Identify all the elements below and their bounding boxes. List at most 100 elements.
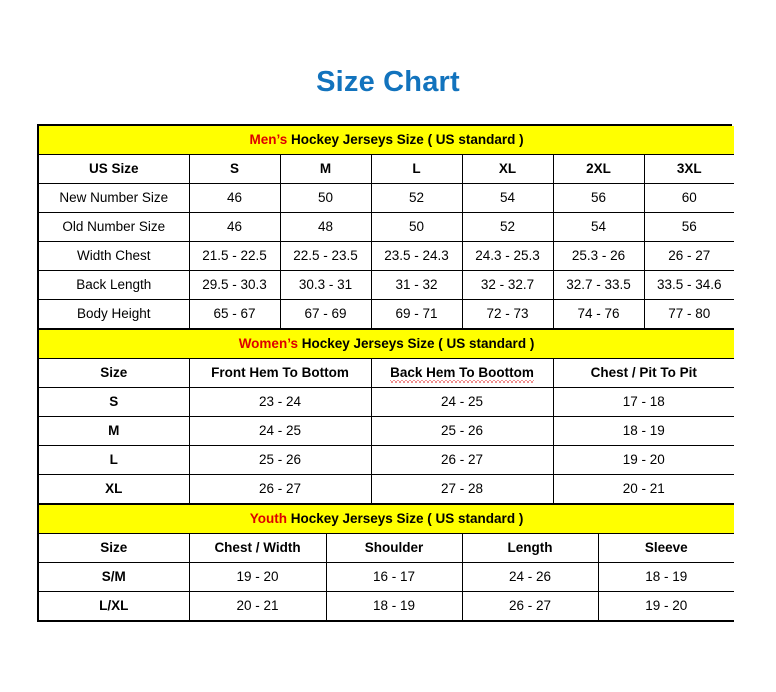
youth-col-header-size: Size bbox=[39, 533, 190, 563]
youth-size-code-sm: S/M bbox=[39, 562, 190, 592]
youth-cell-lxl-sleeve: 19 - 20 bbox=[597, 591, 735, 622]
womens-col-header-back-hem-to-boottom: Back Hem To Boottom bbox=[370, 358, 554, 388]
table-row: New Number Size 46 50 52 54 56 60 bbox=[39, 183, 735, 213]
mens-banner-accent: Men’s bbox=[249, 131, 288, 147]
womens-cell-xl-chest: 20 - 21 bbox=[552, 474, 734, 504]
youth-banner-rest: Hockey Jerseys Size ( US standard ) bbox=[286, 510, 524, 526]
mens-cell-old-number-size-l: 50 bbox=[370, 212, 463, 242]
youth-cell-sm-shoulder: 16 - 17 bbox=[325, 562, 463, 592]
youth-cell-lxl-chest-width: 20 - 21 bbox=[188, 591, 327, 622]
womens-col-header-size: Size bbox=[39, 358, 190, 388]
youth-size-table: Youth Hockey Jerseys Size ( US standard … bbox=[39, 504, 735, 622]
womens-cell-s-chest: 17 - 18 bbox=[552, 387, 734, 417]
youth-column-header-row: Size Chest / Width Shoulder Length Sleev… bbox=[39, 533, 735, 563]
mens-column-header-row: US Size S M L XL 2XL 3XL bbox=[39, 154, 735, 184]
mens-cell-width-chest-l: 23.5 - 24.3 bbox=[370, 241, 463, 271]
mens-row-label-width-chest: Width Chest bbox=[39, 241, 190, 271]
mens-col-header-s: S bbox=[188, 154, 281, 184]
womens-banner-rest: Hockey Jerseys Size ( US standard ) bbox=[297, 335, 535, 351]
mens-cell-width-chest-2xl: 25.3 - 26 bbox=[552, 241, 645, 271]
mens-col-header-m: M bbox=[279, 154, 372, 184]
youth-cell-sm-chest-width: 19 - 20 bbox=[188, 562, 327, 592]
mens-col-header-l: L bbox=[370, 154, 463, 184]
womens-size-table: Women’s Hockey Jerseys Size ( US standar… bbox=[39, 329, 734, 504]
mens-cell-old-number-size-xl: 52 bbox=[461, 212, 554, 242]
table-row: L/XL 20 - 21 18 - 19 26 - 27 19 - 20 bbox=[39, 591, 735, 622]
table-row: Width Chest 21.5 - 22.5 22.5 - 23.5 23.5… bbox=[39, 241, 735, 271]
mens-cell-back-length-2xl: 32.7 - 33.5 bbox=[552, 270, 645, 300]
mens-section-banner-row: Men’s Hockey Jerseys Size ( US standard … bbox=[39, 126, 735, 155]
mens-cell-old-number-size-s: 46 bbox=[188, 212, 281, 242]
womens-size-code-l: L bbox=[39, 445, 190, 475]
mens-col-header-xl: XL bbox=[461, 154, 554, 184]
womens-cell-xl-back-hem: 27 - 28 bbox=[370, 474, 554, 504]
table-row: XL 26 - 27 27 - 28 20 - 21 bbox=[39, 474, 734, 504]
womens-size-code-s: S bbox=[39, 387, 190, 417]
mens-row-label-old-number-size: Old Number Size bbox=[39, 212, 190, 242]
mens-size-table: Men’s Hockey Jerseys Size ( US standard … bbox=[39, 126, 735, 329]
mens-cell-body-height-l: 69 - 71 bbox=[370, 299, 463, 329]
mens-cell-new-number-size-2xl: 56 bbox=[552, 183, 645, 213]
youth-cell-lxl-length: 26 - 27 bbox=[461, 591, 599, 622]
table-row: M 24 - 25 25 - 26 18 - 19 bbox=[39, 416, 734, 446]
womens-cell-s-back-hem: 24 - 25 bbox=[370, 387, 554, 417]
mens-cell-new-number-size-m: 50 bbox=[279, 183, 372, 213]
mens-cell-body-height-m: 67 - 69 bbox=[279, 299, 372, 329]
womens-banner-accent: Women’s bbox=[238, 335, 298, 351]
table-row: L 25 - 26 26 - 27 19 - 20 bbox=[39, 445, 734, 475]
mens-cell-back-length-s: 29.5 - 30.3 bbox=[188, 270, 281, 300]
mens-cell-new-number-size-3xl: 60 bbox=[643, 183, 735, 213]
youth-cell-lxl-shoulder: 18 - 19 bbox=[325, 591, 463, 622]
table-row: Back Length 29.5 - 30.3 30.3 - 31 31 - 3… bbox=[39, 270, 735, 300]
womens-section-banner-row: Women’s Hockey Jerseys Size ( US standar… bbox=[39, 329, 734, 359]
youth-col-header-length: Length bbox=[461, 533, 599, 563]
mens-cell-old-number-size-m: 48 bbox=[279, 212, 372, 242]
size-chart-tables: Men’s Hockey Jerseys Size ( US standard … bbox=[37, 124, 735, 622]
table-row: Old Number Size 46 48 50 52 54 56 bbox=[39, 212, 735, 242]
table-row: S 23 - 24 24 - 25 17 - 18 bbox=[39, 387, 734, 417]
womens-size-code-m: M bbox=[39, 416, 190, 446]
womens-cell-s-front-hem: 23 - 24 bbox=[188, 387, 372, 417]
mens-section-banner: Men’s Hockey Jerseys Size ( US standard … bbox=[39, 126, 735, 155]
womens-cell-m-front-hem: 24 - 25 bbox=[188, 416, 372, 446]
mens-cell-width-chest-m: 22.5 - 23.5 bbox=[279, 241, 372, 271]
youth-col-header-shoulder: Shoulder bbox=[325, 533, 463, 563]
womens-size-code-xl: XL bbox=[39, 474, 190, 504]
mens-cell-body-height-2xl: 74 - 76 bbox=[552, 299, 645, 329]
mens-row-label-new-number-size: New Number Size bbox=[39, 183, 190, 213]
mens-row-label-back-length: Back Length bbox=[39, 270, 190, 300]
womens-cell-l-front-hem: 25 - 26 bbox=[188, 445, 372, 475]
mens-cell-back-length-xl: 32 - 32.7 bbox=[461, 270, 554, 300]
youth-section-banner-row: Youth Hockey Jerseys Size ( US standard … bbox=[39, 504, 735, 534]
mens-cell-back-length-m: 30.3 - 31 bbox=[279, 270, 372, 300]
mens-col-header-us-size: US Size bbox=[39, 154, 190, 184]
youth-banner-accent: Youth bbox=[249, 510, 287, 526]
youth-cell-sm-sleeve: 18 - 19 bbox=[597, 562, 735, 592]
youth-col-header-chest-width: Chest / Width bbox=[188, 533, 327, 563]
womens-cell-l-chest: 19 - 20 bbox=[552, 445, 734, 475]
table-row: Body Height 65 - 67 67 - 69 69 - 71 72 -… bbox=[39, 299, 735, 329]
mens-cell-new-number-size-xl: 54 bbox=[461, 183, 554, 213]
mens-cell-new-number-size-l: 52 bbox=[370, 183, 463, 213]
mens-cell-back-length-l: 31 - 32 bbox=[370, 270, 463, 300]
mens-cell-width-chest-xl: 24.3 - 25.3 bbox=[461, 241, 554, 271]
womens-cell-l-back-hem: 26 - 27 bbox=[370, 445, 554, 475]
mens-cell-width-chest-s: 21.5 - 22.5 bbox=[188, 241, 281, 271]
mens-cell-body-height-s: 65 - 67 bbox=[188, 299, 281, 329]
womens-cell-xl-front-hem: 26 - 27 bbox=[188, 474, 372, 504]
womens-section-banner: Women’s Hockey Jerseys Size ( US standar… bbox=[39, 329, 734, 359]
youth-col-header-sleeve: Sleeve bbox=[597, 533, 735, 563]
womens-column-header-row: Size Front Hem To Bottom Back Hem To Boo… bbox=[39, 358, 734, 388]
mens-cell-new-number-size-s: 46 bbox=[188, 183, 281, 213]
mens-cell-old-number-size-2xl: 54 bbox=[552, 212, 645, 242]
youth-cell-sm-length: 24 - 26 bbox=[461, 562, 599, 592]
womens-col-header-front-hem-to-bottom: Front Hem To Bottom bbox=[188, 358, 372, 388]
womens-cell-m-chest: 18 - 19 bbox=[552, 416, 734, 446]
mens-row-label-body-height: Body Height bbox=[39, 299, 190, 329]
mens-cell-width-chest-3xl: 26 - 27 bbox=[643, 241, 735, 271]
page-title: Size Chart bbox=[316, 66, 460, 98]
mens-banner-rest: Hockey Jerseys Size ( US standard ) bbox=[287, 131, 524, 147]
mens-col-header-2xl: 2XL bbox=[552, 154, 645, 184]
mens-cell-body-height-3xl: 77 - 80 bbox=[643, 299, 735, 329]
